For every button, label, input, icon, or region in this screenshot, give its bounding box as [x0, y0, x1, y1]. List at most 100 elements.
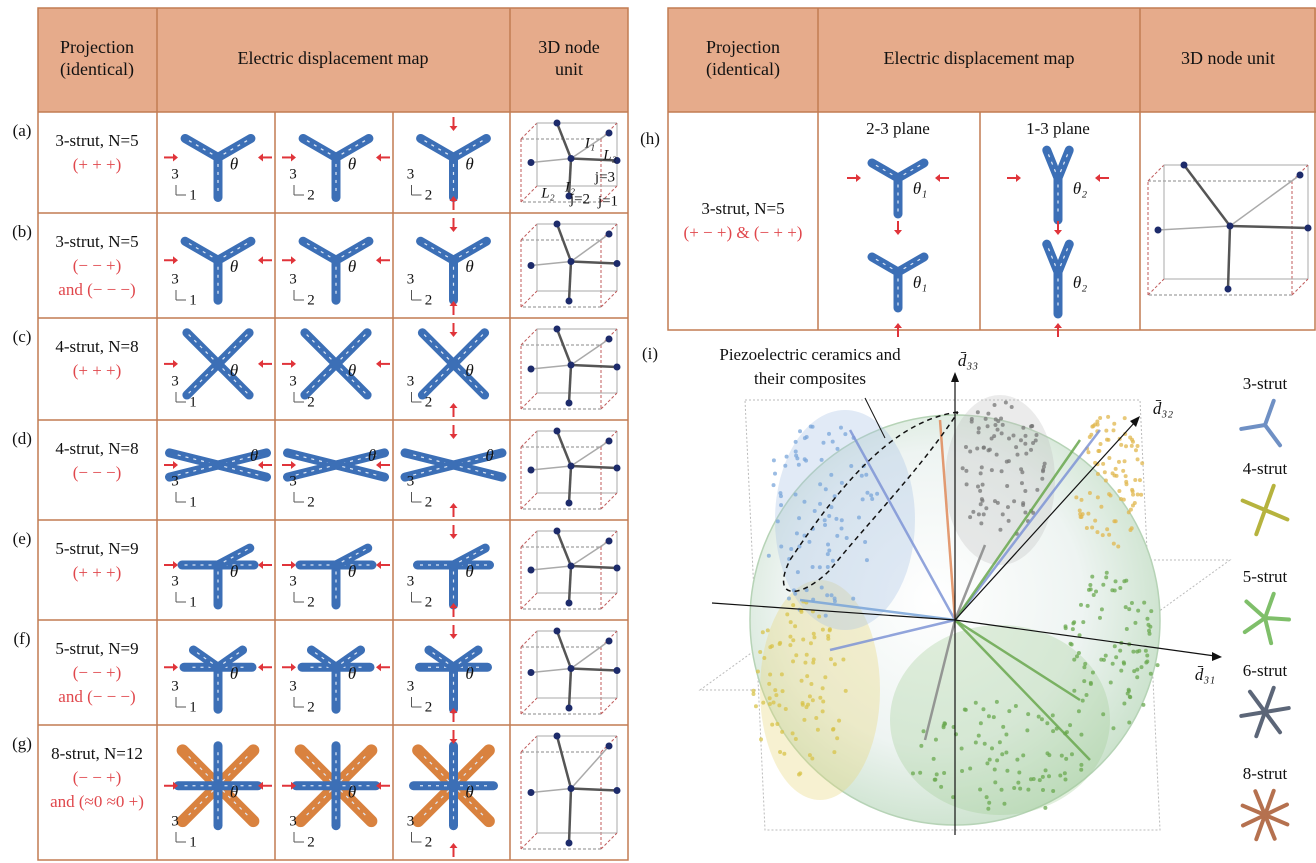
- sample-dot: [1063, 771, 1067, 775]
- axis-label: 3: [171, 473, 179, 489]
- sample-dot: [794, 454, 798, 458]
- row-label: 4-strut, N=8: [55, 337, 138, 356]
- sample-dot: [995, 453, 999, 457]
- axis-label: 3: [407, 373, 415, 389]
- sample-dot: [978, 489, 982, 493]
- node-sphere: [566, 600, 573, 607]
- sample-dot: [811, 425, 815, 429]
- node-label: j=2: [569, 191, 590, 207]
- sample-dot: [1128, 435, 1132, 439]
- node-sphere: [568, 785, 575, 792]
- legend-strut: [1243, 501, 1265, 510]
- node-sphere: [606, 638, 613, 645]
- node: [894, 268, 902, 276]
- sample-dot: [823, 675, 827, 679]
- node: [214, 663, 222, 671]
- sample-dot: [785, 612, 789, 616]
- sample-dot: [840, 518, 844, 522]
- polarization-tick: [255, 474, 258, 475]
- sample-dot: [960, 747, 964, 751]
- sample-dot: [810, 756, 814, 760]
- sample-dot: [1058, 773, 1062, 777]
- sample-dot: [1023, 511, 1027, 515]
- sample-dot: [1044, 768, 1048, 772]
- sample-dot: [990, 436, 994, 440]
- sample-dot: [1014, 445, 1018, 449]
- sample-dot: [1007, 709, 1011, 713]
- sample-dot: [824, 487, 828, 491]
- axis-label: d̄₃₂: [1153, 399, 1173, 418]
- node-sphere: [528, 467, 535, 474]
- sample-dot: [1029, 424, 1033, 428]
- sample-dot: [831, 727, 835, 731]
- annotation: their composites: [754, 369, 866, 388]
- axis-label: 1: [189, 187, 197, 203]
- load-arrow-head: [258, 256, 263, 264]
- cell-edge: [521, 631, 537, 647]
- sample-dot: [1133, 478, 1137, 482]
- sample-dot: [1113, 644, 1117, 648]
- sample-dot: [865, 491, 869, 495]
- legend-label: 6-strut: [1243, 661, 1288, 680]
- sample-dot: [812, 635, 816, 639]
- sample-dot: [818, 565, 822, 569]
- node-strut: [571, 566, 617, 568]
- angle-label: θ: [230, 361, 238, 380]
- sample-dot: [1017, 770, 1021, 774]
- sample-dot: [980, 465, 984, 469]
- load-arrow-head: [258, 360, 263, 368]
- sample-dot: [802, 500, 806, 504]
- node-strut: [1184, 165, 1230, 226]
- sample-dot: [826, 552, 830, 556]
- sample-dot: [1109, 681, 1113, 685]
- polarization-tick: [303, 457, 306, 458]
- sample-dot: [1122, 498, 1126, 502]
- node: [332, 782, 340, 790]
- angle-label: θ: [348, 664, 356, 683]
- sample-dot: [794, 737, 798, 741]
- sample-dot: [1118, 649, 1122, 653]
- node-strut: [571, 441, 609, 466]
- axis-label: 3: [407, 678, 415, 694]
- axis-label: 3: [171, 678, 179, 694]
- load-arrow-head: [376, 360, 381, 368]
- load-arrow-head: [258, 153, 263, 161]
- angle-label: θ: [465, 361, 473, 380]
- cell-edge: [521, 186, 537, 202]
- sample-dot: [1012, 434, 1016, 438]
- load-arrow-head: [258, 663, 263, 671]
- load-arrow-head: [173, 360, 178, 368]
- cell-edge: [601, 698, 617, 714]
- axis-label: 1: [189, 394, 197, 410]
- sample-dot: [1093, 519, 1097, 523]
- load-arrow-head: [291, 461, 296, 469]
- sample-dot: [1023, 489, 1027, 493]
- sample-dot: [1026, 712, 1030, 716]
- angle-label: θ: [465, 154, 473, 173]
- sample-dot: [1100, 607, 1104, 611]
- sample-dot: [809, 641, 813, 645]
- sample-dot: [1115, 474, 1119, 478]
- sample-dot: [772, 700, 776, 704]
- sample-dot: [797, 772, 801, 776]
- sample-dot: [979, 471, 983, 475]
- angle-label: θ: [368, 446, 376, 465]
- sample-dot: [1081, 620, 1085, 624]
- sample-dot: [1139, 493, 1143, 497]
- sample-dot: [919, 744, 923, 748]
- sample-dot: [1071, 627, 1075, 631]
- axis-label: 3: [289, 271, 297, 287]
- load-arrow-head: [894, 230, 902, 235]
- sample-dot: [1137, 649, 1141, 653]
- sample-dot: [1101, 462, 1105, 466]
- sample-dot: [804, 459, 808, 463]
- sample-dot: [1123, 416, 1127, 420]
- legend-label: 8-strut: [1243, 764, 1288, 783]
- sample-dot: [775, 722, 779, 726]
- sample-dot: [1043, 806, 1047, 810]
- node-sphere: [1305, 225, 1312, 232]
- sample-dot: [824, 614, 828, 618]
- sample-dot: [995, 758, 999, 762]
- sample-dot: [1002, 802, 1006, 806]
- sample-dot: [768, 702, 772, 706]
